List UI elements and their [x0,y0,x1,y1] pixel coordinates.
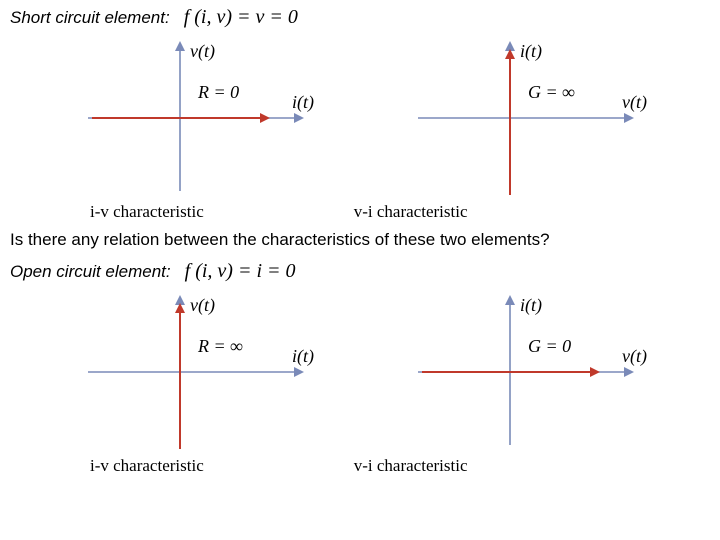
x-axis-label: i(t) [292,92,314,113]
short-circuit-label: Short circuit element: [10,8,170,28]
open-captions: i-v characteristic v-i characteristic [90,456,710,476]
open-vi-graph: i(t) v(t) G = 0 [400,287,650,452]
y-axis-label: i(t) [520,41,542,62]
param-label: R = 0 [198,82,239,103]
x-axis-label: i(t) [292,346,314,367]
open-circuit-label: Open circuit element: [10,262,171,282]
param-label: R = ∞ [198,336,243,357]
short-iv-caption: i-v characteristic [90,202,204,222]
open-iv-caption: i-v characteristic [90,456,204,476]
question-text: Is there any relation between the charac… [10,230,710,250]
short-circuit-graphs: v(t) i(t) R = 0 i(t) v(t) G = ∞ [70,33,710,198]
short-circuit-header: Short circuit element: f (i, v) = v = 0 [10,6,710,29]
open-iv-graph: v(t) i(t) R = ∞ [70,287,320,452]
x-axis-label: v(t) [622,346,647,367]
y-axis-label: i(t) [520,295,542,316]
short-circuit-formula: f (i, v) = v = 0 [184,6,298,29]
y-axis-label: v(t) [190,41,215,62]
open-circuit-header: Open circuit element: f (i, v) = i = 0 [10,260,710,283]
open-circuit-graphs: v(t) i(t) R = ∞ i(t) v(t) G = 0 [70,287,710,452]
x-axis-label: v(t) [622,92,647,113]
param-label: G = ∞ [528,82,575,103]
param-label: G = 0 [528,336,571,357]
open-circuit-formula: f (i, v) = i = 0 [185,260,296,283]
short-iv-graph: v(t) i(t) R = 0 [70,33,320,198]
y-axis-label: v(t) [190,295,215,316]
short-vi-caption: v-i characteristic [354,202,468,222]
open-vi-caption: v-i characteristic [354,456,468,476]
short-captions: i-v characteristic v-i characteristic [90,202,710,222]
short-vi-graph: i(t) v(t) G = ∞ [400,33,650,198]
